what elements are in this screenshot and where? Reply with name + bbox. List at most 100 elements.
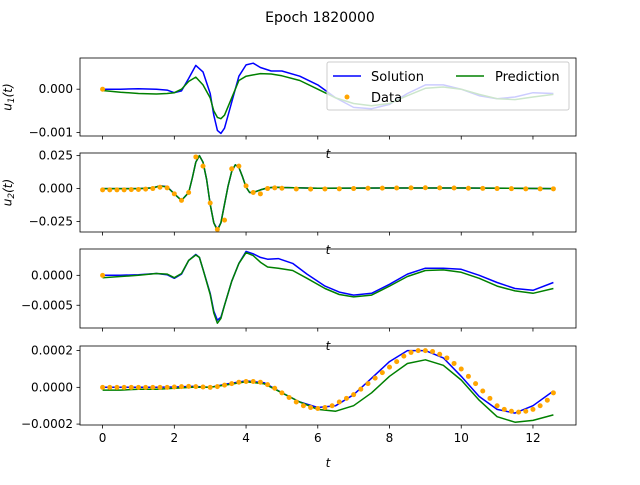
data-point: [222, 217, 228, 223]
data-point: [365, 185, 371, 191]
data-point: [243, 378, 249, 384]
data-point: [422, 348, 428, 354]
data-point: [465, 373, 471, 379]
prediction-line: [102, 359, 554, 423]
legend-prediction-label: Prediction: [495, 70, 560, 85]
data-point: [164, 384, 170, 390]
data-point: [229, 166, 235, 172]
data-point: [365, 381, 371, 387]
data-point: [265, 186, 271, 192]
x-axis-label: t: [326, 243, 332, 257]
x-tick-label: 4: [242, 431, 250, 445]
data-point: [308, 405, 314, 411]
data-point: [315, 405, 321, 411]
data-point: [437, 351, 443, 357]
y-axis-label: u2(t): [1, 179, 17, 206]
data-point: [107, 384, 113, 390]
y-tick-label: 0.0000: [31, 268, 73, 282]
data-point: [135, 384, 141, 390]
data-point: [257, 191, 263, 197]
data-point: [100, 272, 106, 278]
data-point: [394, 359, 400, 365]
data-point: [164, 185, 170, 191]
subplot-4: 0.0002 0.0000 −0.0002 0 2 4 6 8 10 12 t: [21, 344, 577, 470]
data-point: [150, 186, 156, 192]
x-tick-label: 12: [525, 431, 540, 445]
data-point: [250, 190, 256, 195]
data-point: [100, 384, 106, 390]
data-point: [308, 186, 314, 192]
y-tick-label: 0.000: [39, 82, 73, 96]
data-point: [387, 364, 393, 370]
data-point: [508, 408, 514, 414]
data-point: [265, 382, 271, 388]
data-point: [343, 395, 349, 401]
plot-area: [100, 250, 554, 324]
data-point: [128, 384, 134, 390]
data-point: [279, 390, 285, 396]
data-point: [487, 395, 493, 401]
x-axis-label: t: [326, 456, 332, 470]
data-point: [351, 392, 357, 398]
axes-frame: [79, 345, 577, 426]
data-point: [379, 185, 385, 191]
data-point: [394, 185, 400, 191]
data-point: [458, 366, 464, 372]
data-point: [322, 405, 328, 411]
data-point: [229, 381, 235, 387]
data-point: [150, 384, 156, 390]
data-point: [171, 384, 177, 390]
y-tick-label: −0.001: [29, 126, 73, 140]
axes-frame: [79, 248, 577, 329]
data-point: [143, 186, 149, 192]
plot-area: [100, 154, 556, 232]
data-point: [186, 383, 192, 389]
y-tick-label: −0.025: [29, 214, 73, 228]
data-point: [451, 185, 457, 191]
data-point: [494, 403, 500, 409]
data-point: [415, 348, 421, 354]
data-point: [272, 385, 278, 391]
legend-data-marker: [344, 94, 350, 100]
axes-frame: [79, 57, 577, 137]
data-point: [379, 370, 385, 376]
solution-line: [102, 349, 554, 414]
x-tick-label: 2: [171, 431, 179, 445]
data-point: [336, 186, 342, 192]
prediction-line: [102, 251, 554, 324]
data-point: [250, 378, 256, 384]
data-point: [193, 384, 199, 390]
data-point: [430, 349, 436, 355]
data-point: [550, 390, 556, 396]
legend-data-label: Data: [371, 91, 402, 106]
data-point: [200, 163, 206, 169]
y-tick-label: −0.0002: [21, 417, 73, 431]
x-tick-label: 0: [99, 431, 107, 445]
data-point: [243, 183, 249, 189]
data-point: [494, 186, 500, 192]
data-point: [451, 360, 457, 366]
data-point: [293, 399, 299, 405]
data-point: [143, 384, 149, 390]
data-point: [473, 381, 479, 387]
data-point: [207, 200, 213, 206]
y-tick-label: 0.025: [39, 149, 73, 163]
data-point: [336, 399, 342, 405]
data-point: [214, 226, 220, 232]
data-point: [465, 185, 471, 191]
solution-line: [102, 154, 554, 231]
y-axis-label: u1(t): [1, 83, 17, 110]
data-point: [537, 186, 543, 192]
data-point: [135, 186, 141, 192]
data-point: [437, 185, 443, 191]
plot-area: [100, 348, 556, 423]
x-tick-label: 8: [386, 431, 394, 445]
legend-solution-label: Solution: [371, 70, 424, 85]
legend: Solution Prediction Data: [326, 61, 570, 111]
data-point: [114, 187, 120, 193]
y-tick-label: 0.0000: [31, 380, 73, 394]
data-point: [508, 186, 514, 192]
data-point: [523, 408, 529, 414]
figure-title: Epoch 1820000: [265, 10, 375, 26]
